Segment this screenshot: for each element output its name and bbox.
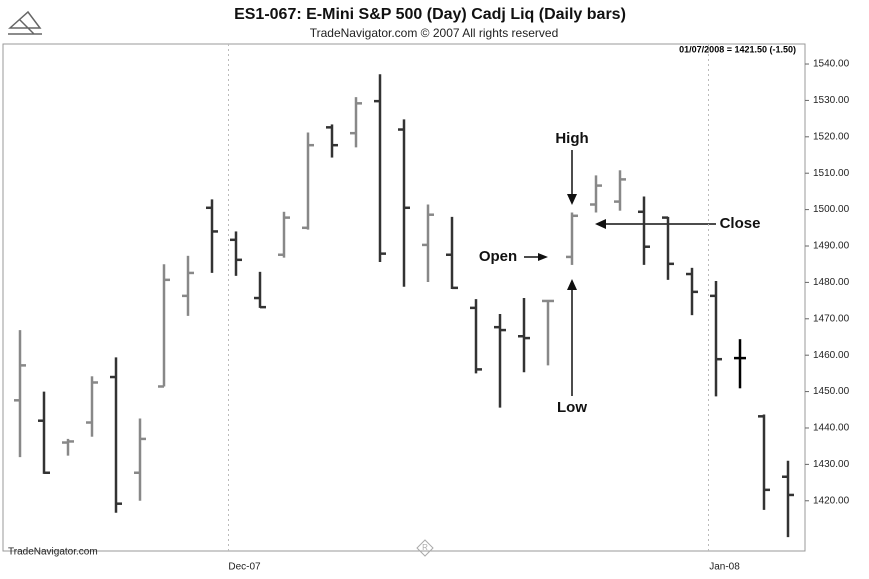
x-tick-label: Jan-08 <box>709 562 740 573</box>
info: 01/07/2008 = 1421.50 (-1.50) <box>679 44 796 54</box>
logo <box>8 10 42 35</box>
y-tick-label: 1480.00 <box>813 277 850 288</box>
y-tick-label: 1500.00 <box>813 204 850 215</box>
x-tick-label: Dec-07 <box>228 562 261 573</box>
y-tick-label: 1430.00 <box>813 459 850 470</box>
y-tick-label: 1420.00 <box>813 495 850 506</box>
registered-mark: R <box>416 539 434 557</box>
y-tick-label: 1440.00 <box>813 423 850 434</box>
annotation: Open <box>479 248 517 265</box>
y-tick-label: 1530.00 <box>813 95 850 106</box>
y-tick-label: 1540.00 <box>813 59 850 70</box>
y-tick-label: 1490.00 <box>813 241 850 252</box>
y-tick-label: 1470.00 <box>813 313 850 324</box>
registered-glyph: R <box>422 543 428 552</box>
y-tick-label: 1460.00 <box>813 350 850 361</box>
annotations: High Low Open Close <box>479 130 761 416</box>
watermark: TradeNavigator.com <box>8 547 98 558</box>
arrows <box>524 150 716 396</box>
y-tick-label: 1450.00 <box>813 386 850 397</box>
chart-title: ES1-067: E-Mini S&P 500 (Day) Cadj Liq (… <box>234 6 626 23</box>
annotation: High <box>555 130 588 147</box>
y-tick-label: 1510.00 <box>813 168 850 179</box>
subtitle: TradeNavigator.com © 2007 All rights res… <box>310 26 559 40</box>
annotation: Close <box>720 215 761 232</box>
plot-frame <box>2 43 806 552</box>
annotation: Low <box>557 399 587 416</box>
y-tick-label: 1520.00 <box>813 131 850 142</box>
